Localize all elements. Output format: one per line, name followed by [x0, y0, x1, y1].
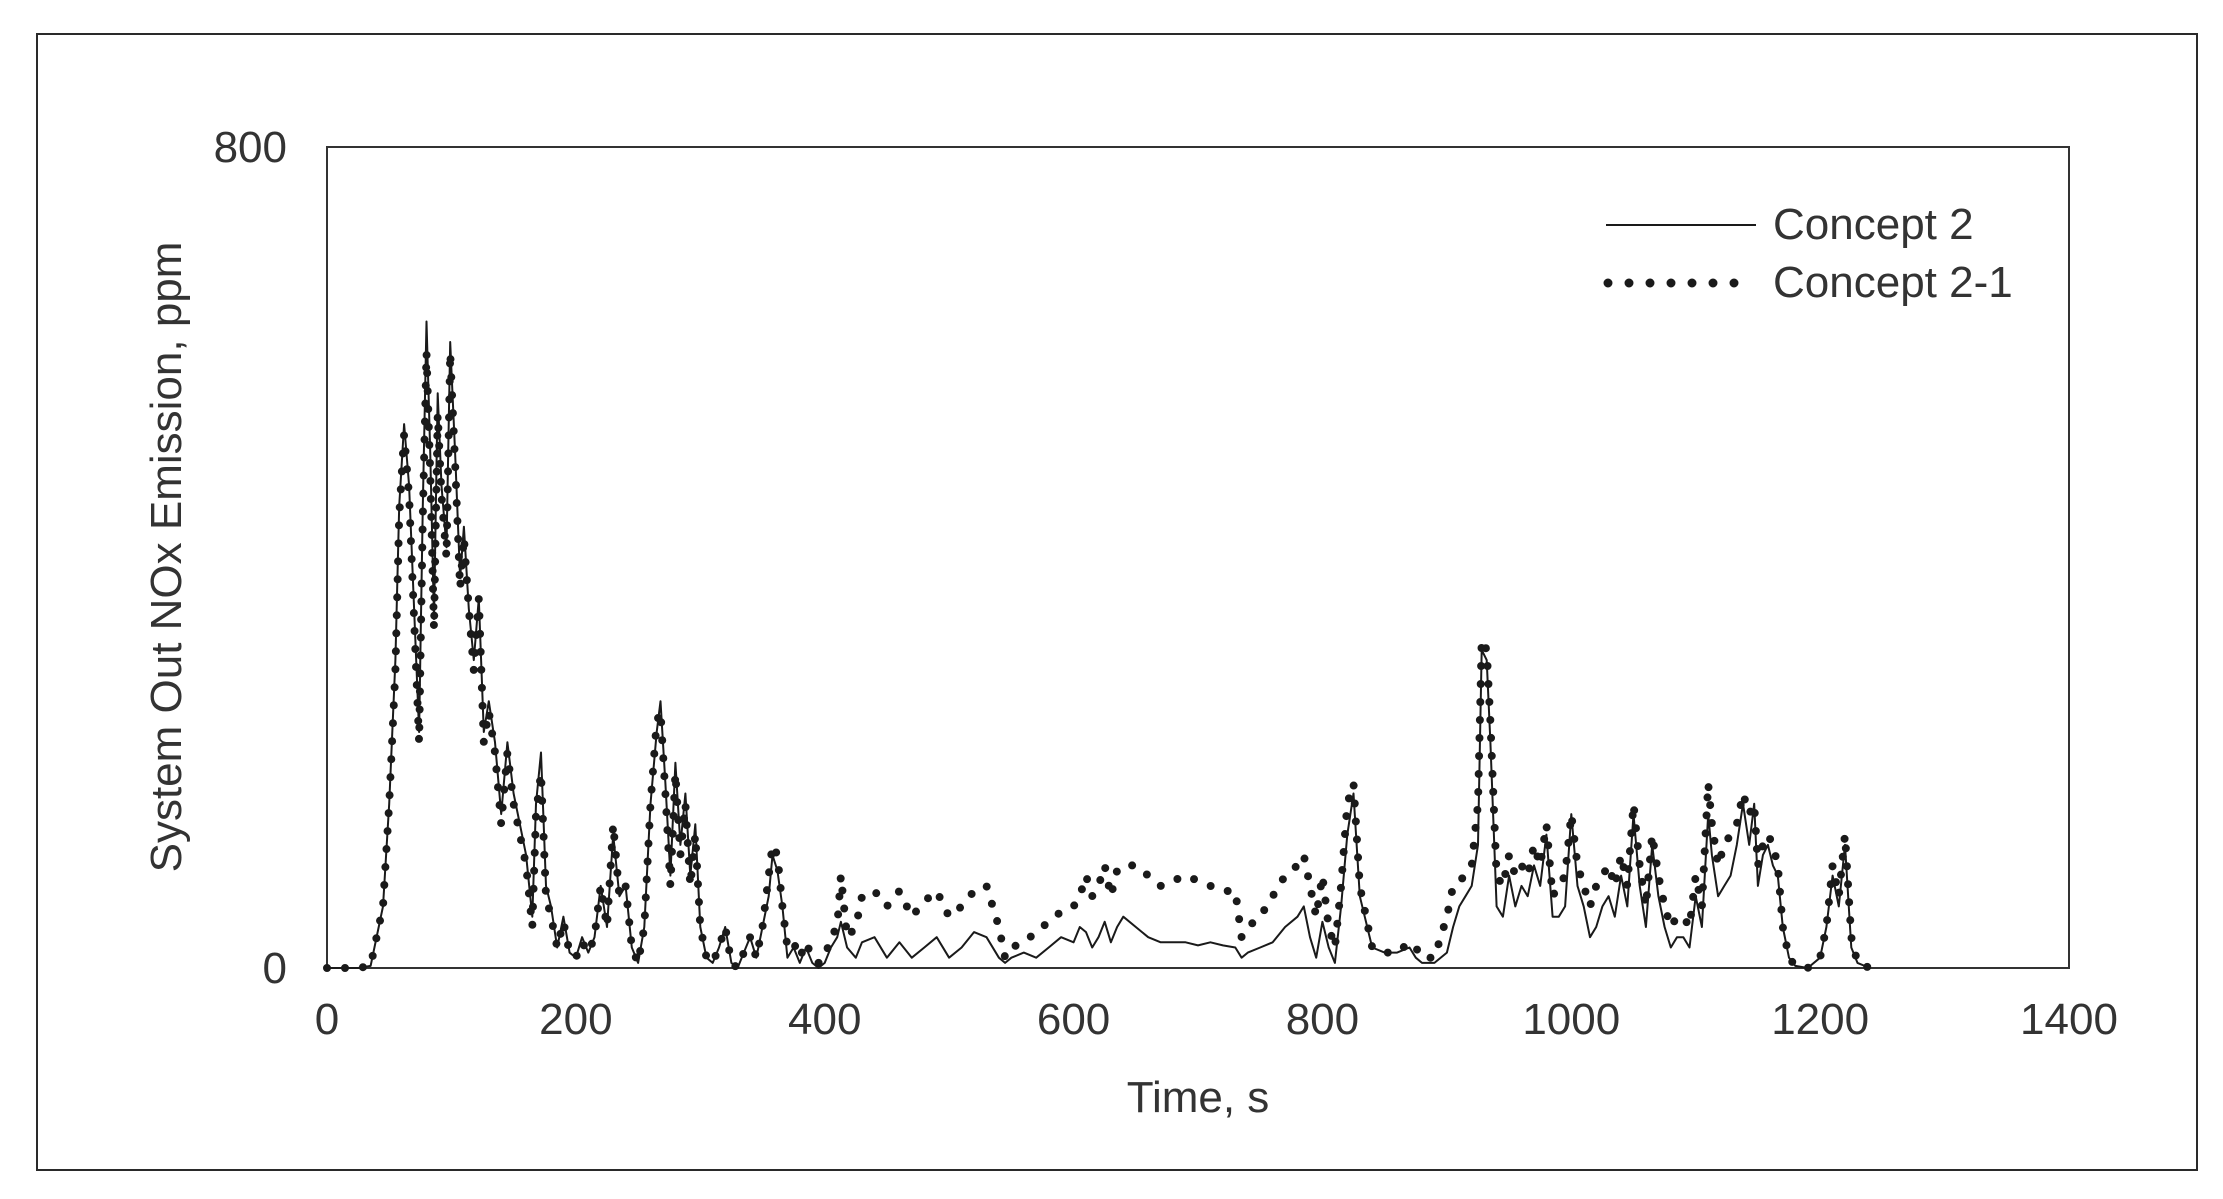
plot-area [326, 146, 2070, 969]
series-layer [323, 320, 1874, 972]
legend: Concept 2 Concept 2-1 [1603, 200, 2013, 307]
legend-label-concept-2: Concept 2 [1773, 200, 1974, 249]
y-tick-label: 0 [263, 944, 287, 993]
x-tick-label: 800 [1286, 995, 1359, 1044]
x-axis-label: Time, s [1127, 1073, 1270, 1122]
x-tick-label: 200 [539, 995, 612, 1044]
x-tick-label: 400 [788, 995, 861, 1044]
y-axis-label: System Out NOx Emission, ppm [142, 242, 191, 873]
y-tick-labels: 0 800 [214, 123, 287, 993]
x-tick-label: 1400 [2020, 995, 2118, 1044]
x-tick-label: 1200 [1771, 995, 1869, 1044]
y-tick-label: 800 [214, 123, 287, 172]
chart-frame: 0 800 0 200 400 600 800 1000 1200 1400 Time, s S… [36, 33, 2198, 1171]
x-tick-label: 1000 [1522, 995, 1620, 1044]
x-tick-label: 0 [315, 995, 339, 1044]
series-line-concept-2-1 [323, 348, 1874, 972]
nox-emission-chart: 0 800 0 200 400 600 800 1000 1200 1400 Time, s S… [142, 123, 2118, 1122]
x-tick-label: 600 [1037, 995, 1110, 1044]
legend-label-concept-2-1: Concept 2-1 [1773, 258, 2013, 307]
series-line-concept-2 [327, 320, 1871, 969]
x-tick-labels: 0 200 400 600 800 1000 1200 1400 [315, 995, 2118, 1044]
